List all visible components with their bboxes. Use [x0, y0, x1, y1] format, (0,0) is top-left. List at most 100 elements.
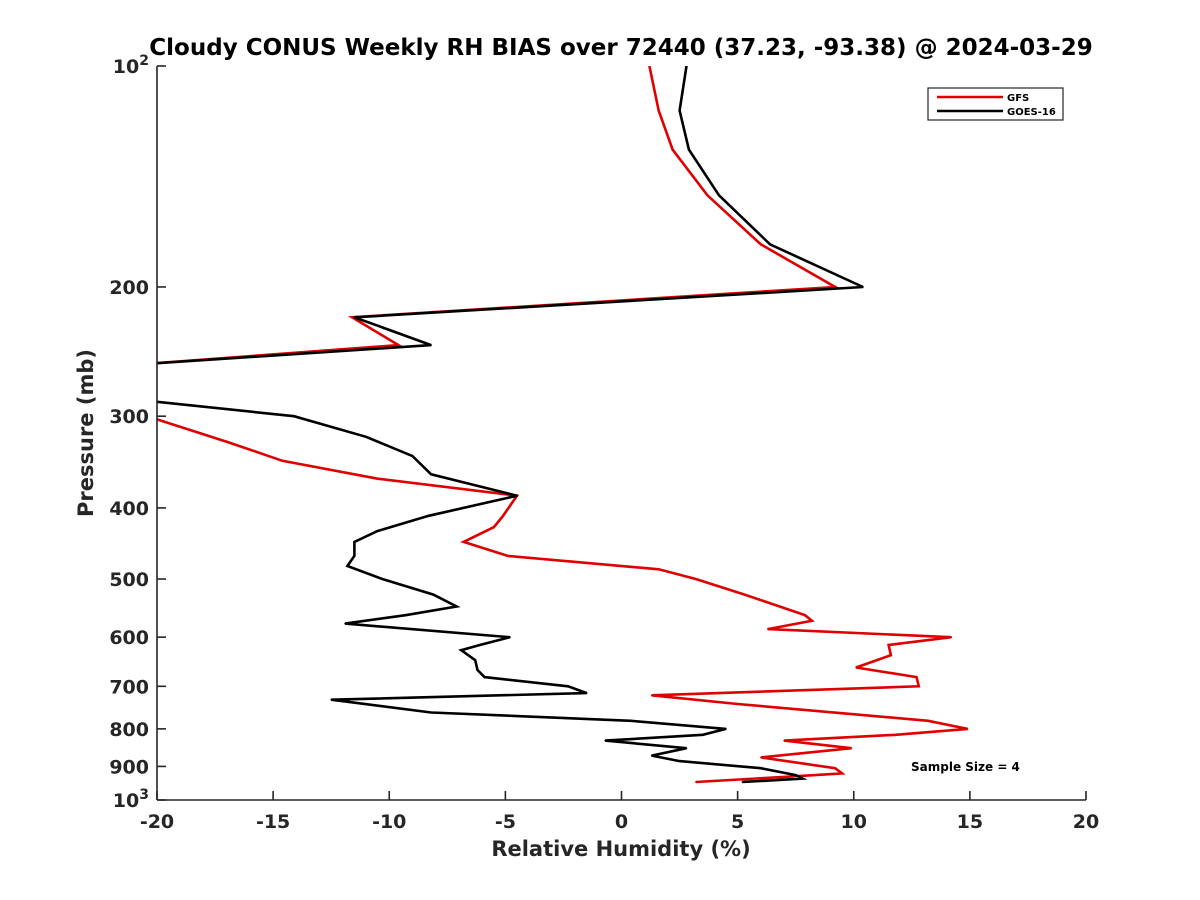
data-point-goes16	[411, 455, 414, 457]
data-point-goes16	[353, 555, 356, 557]
data-point-goes16	[138, 399, 140, 401]
legend-label-gfs: GFS	[1007, 93, 1029, 104]
data-point-gfs	[834, 767, 836, 769]
y-tick-label: 400	[109, 498, 149, 520]
data-point-gfs	[927, 720, 929, 722]
data-point-gfs	[966, 728, 969, 730]
data-point-gfs	[376, 477, 379, 480]
data-point-goes16	[430, 473, 432, 476]
data-point-goes16	[293, 415, 295, 418]
data-point-goes16	[479, 644, 481, 646]
x-tick-label: -20	[140, 811, 174, 833]
data-point-gfs	[397, 344, 400, 346]
data-point-gfs	[783, 776, 785, 778]
data-point-goes16	[862, 286, 864, 288]
x-tick-label: 10	[841, 811, 867, 833]
x-tick-label: 15	[957, 811, 983, 833]
data-point-goes16	[718, 194, 720, 197]
data-point-gfs	[225, 440, 228, 443]
data-point-gfs	[894, 734, 897, 736]
data-point-gfs	[671, 148, 674, 151]
y-axis-label: Pressure (mb)	[74, 349, 98, 517]
data-point-goes16	[678, 760, 681, 762]
data-point-gfs	[760, 243, 762, 246]
data-point-goes16	[630, 720, 632, 722]
data-point-gfs	[351, 316, 353, 319]
chart-title: Cloudy CONUS Weekly RH BIAS over 72440 (…	[149, 35, 1092, 61]
data-point-gfs	[804, 614, 806, 616]
data-point-goes16	[376, 530, 379, 532]
data-point-gfs	[493, 526, 495, 528]
x-tick-label: 5	[731, 811, 744, 833]
data-point-goes16	[769, 243, 771, 246]
y-tick-label: 200	[109, 277, 149, 299]
data-point-gfs	[736, 703, 739, 705]
data-point-goes16	[678, 109, 681, 112]
x-tick-label: -15	[256, 811, 290, 833]
data-point-goes16	[476, 669, 479, 671]
y-ticks: 102 200 300 400 500 600 700 800 900 103	[109, 53, 166, 812]
series-line-goes16	[157, 66, 864, 784]
data-point-goes16	[365, 436, 367, 438]
data-point-gfs	[850, 747, 853, 749]
data-point-goes16	[604, 739, 606, 742]
data-point-goes16	[725, 728, 727, 730]
data-point-gfs	[783, 739, 785, 742]
data-point-gfs	[462, 541, 465, 543]
data-point-goes16	[460, 649, 463, 651]
data-point-gfs	[950, 636, 953, 638]
data-point-goes16	[353, 316, 356, 319]
data-point-gfs	[855, 666, 857, 669]
data-point-goes16	[430, 344, 432, 346]
y-tick-label: 600	[109, 627, 149, 649]
data-point-goes16	[801, 777, 804, 780]
data-point-gfs	[695, 781, 697, 783]
x-tick-label: 20	[1073, 811, 1099, 833]
data-point-gfs	[281, 460, 284, 462]
data-point-goes16	[650, 754, 653, 757]
data-point-goes16	[509, 636, 511, 638]
data-point-goes16	[455, 605, 458, 608]
y-tick-label: 103	[113, 787, 149, 812]
legend-label-goes16: GOES-16	[1007, 107, 1056, 118]
data-point-goes16	[353, 541, 356, 543]
data-point-goes16	[567, 685, 569, 688]
y-tick-label: 700	[109, 676, 149, 698]
data-point-gfs	[506, 555, 509, 557]
data-point-gfs	[743, 593, 746, 596]
data-point-goes16	[685, 66, 688, 67]
data-point-gfs	[915, 676, 918, 678]
data-point-gfs	[138, 364, 140, 366]
legend-box	[927, 87, 1064, 121]
data-point-goes16	[427, 515, 430, 517]
x-tick-label: -5	[495, 811, 516, 833]
data-point-gfs	[695, 578, 697, 580]
data-point-gfs	[890, 654, 892, 656]
series-line-gfs	[157, 66, 968, 784]
data-point-goes16	[794, 774, 797, 776]
data-point-gfs	[657, 568, 660, 571]
data-point-goes16	[741, 781, 744, 783]
data-point-goes16	[404, 614, 407, 616]
data-point-goes16	[474, 659, 477, 661]
x-tick-label: 0	[615, 811, 628, 833]
data-point-gfs	[502, 515, 504, 517]
data-point-goes16	[760, 767, 762, 769]
data-point-gfs	[918, 685, 920, 688]
data-point-gfs	[811, 620, 813, 622]
data-point-goes16	[381, 578, 384, 580]
data-point-gfs	[841, 772, 843, 775]
data-point-goes16	[483, 676, 486, 678]
data-point-gfs	[657, 109, 660, 112]
data-point-goes16	[344, 622, 346, 625]
x-axis-label: Relative Humidity (%)	[491, 837, 750, 861]
legend: GFS GOES-16	[927, 87, 1064, 121]
y-tick-label: 900	[109, 756, 149, 778]
data-point-goes16	[685, 747, 688, 749]
data-point-goes16	[702, 734, 704, 736]
y-tick-label: 102	[113, 53, 149, 78]
data-point-gfs	[706, 194, 709, 197]
data-point-gfs	[887, 644, 890, 646]
data-point-goes16	[585, 692, 588, 694]
